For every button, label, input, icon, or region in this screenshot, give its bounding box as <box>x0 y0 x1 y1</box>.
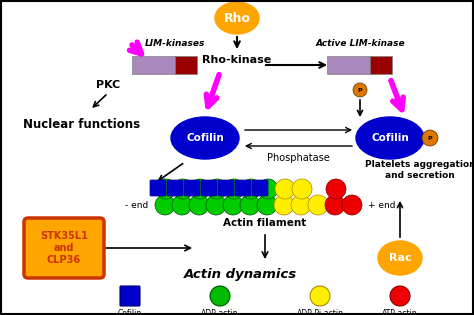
Bar <box>133 56 175 74</box>
FancyBboxPatch shape <box>150 180 166 196</box>
FancyBboxPatch shape <box>235 180 251 196</box>
Circle shape <box>189 195 209 215</box>
Text: Rho-kinase: Rho-kinase <box>202 55 272 65</box>
Ellipse shape <box>171 117 239 159</box>
Circle shape <box>224 179 244 199</box>
Circle shape <box>258 179 278 199</box>
Text: Nuclear functions: Nuclear functions <box>23 118 141 131</box>
Circle shape <box>326 179 346 199</box>
Circle shape <box>292 179 312 199</box>
Circle shape <box>173 179 193 199</box>
Circle shape <box>353 83 367 97</box>
Circle shape <box>422 130 438 146</box>
Circle shape <box>155 195 175 215</box>
Text: Active LIM-kinase: Active LIM-kinase <box>315 39 405 48</box>
Bar <box>175 56 198 74</box>
Circle shape <box>308 195 328 215</box>
Circle shape <box>207 179 227 199</box>
Circle shape <box>210 286 230 306</box>
Text: Platelets aggregation
and secretion: Platelets aggregation and secretion <box>365 160 474 180</box>
Text: ADP-Pi-actin: ADP-Pi-actin <box>297 309 344 315</box>
FancyBboxPatch shape <box>218 180 234 196</box>
Text: - end: - end <box>125 201 148 209</box>
Text: Actin filament: Actin filament <box>223 218 307 228</box>
Circle shape <box>257 195 277 215</box>
FancyBboxPatch shape <box>201 180 217 196</box>
Text: Cofilin: Cofilin <box>118 309 142 315</box>
Ellipse shape <box>378 241 422 275</box>
Bar <box>370 56 392 74</box>
FancyBboxPatch shape <box>167 180 183 196</box>
Text: Rho: Rho <box>224 12 250 25</box>
Circle shape <box>342 195 362 215</box>
Ellipse shape <box>215 2 259 34</box>
Circle shape <box>390 286 410 306</box>
Text: Cofilin: Cofilin <box>371 133 409 143</box>
Circle shape <box>275 179 295 199</box>
Text: Phosphatase: Phosphatase <box>266 153 329 163</box>
Text: LIM-kinases: LIM-kinases <box>145 39 205 48</box>
Circle shape <box>310 286 330 306</box>
Bar <box>328 56 370 74</box>
Circle shape <box>156 179 176 199</box>
Circle shape <box>190 179 210 199</box>
Text: Actin dynamics: Actin dynamics <box>183 268 297 281</box>
Circle shape <box>172 195 192 215</box>
Text: + end: + end <box>368 201 395 209</box>
Text: PKC: PKC <box>96 80 120 90</box>
Text: Cofilin: Cofilin <box>186 133 224 143</box>
Circle shape <box>206 195 226 215</box>
Circle shape <box>325 195 345 215</box>
Text: ADP-actin: ADP-actin <box>201 309 239 315</box>
Circle shape <box>241 179 261 199</box>
Text: P: P <box>358 88 362 93</box>
FancyBboxPatch shape <box>252 180 268 196</box>
Circle shape <box>291 195 311 215</box>
Circle shape <box>240 195 260 215</box>
FancyBboxPatch shape <box>24 218 104 278</box>
Text: Rac: Rac <box>389 253 411 263</box>
Text: P: P <box>428 135 432 140</box>
FancyBboxPatch shape <box>120 286 140 306</box>
Text: ATP-actin: ATP-actin <box>382 309 418 315</box>
Ellipse shape <box>356 117 424 159</box>
Circle shape <box>274 195 294 215</box>
Text: STK35L1
and
CLP36: STK35L1 and CLP36 <box>40 232 88 265</box>
FancyBboxPatch shape <box>184 180 200 196</box>
Circle shape <box>223 195 243 215</box>
